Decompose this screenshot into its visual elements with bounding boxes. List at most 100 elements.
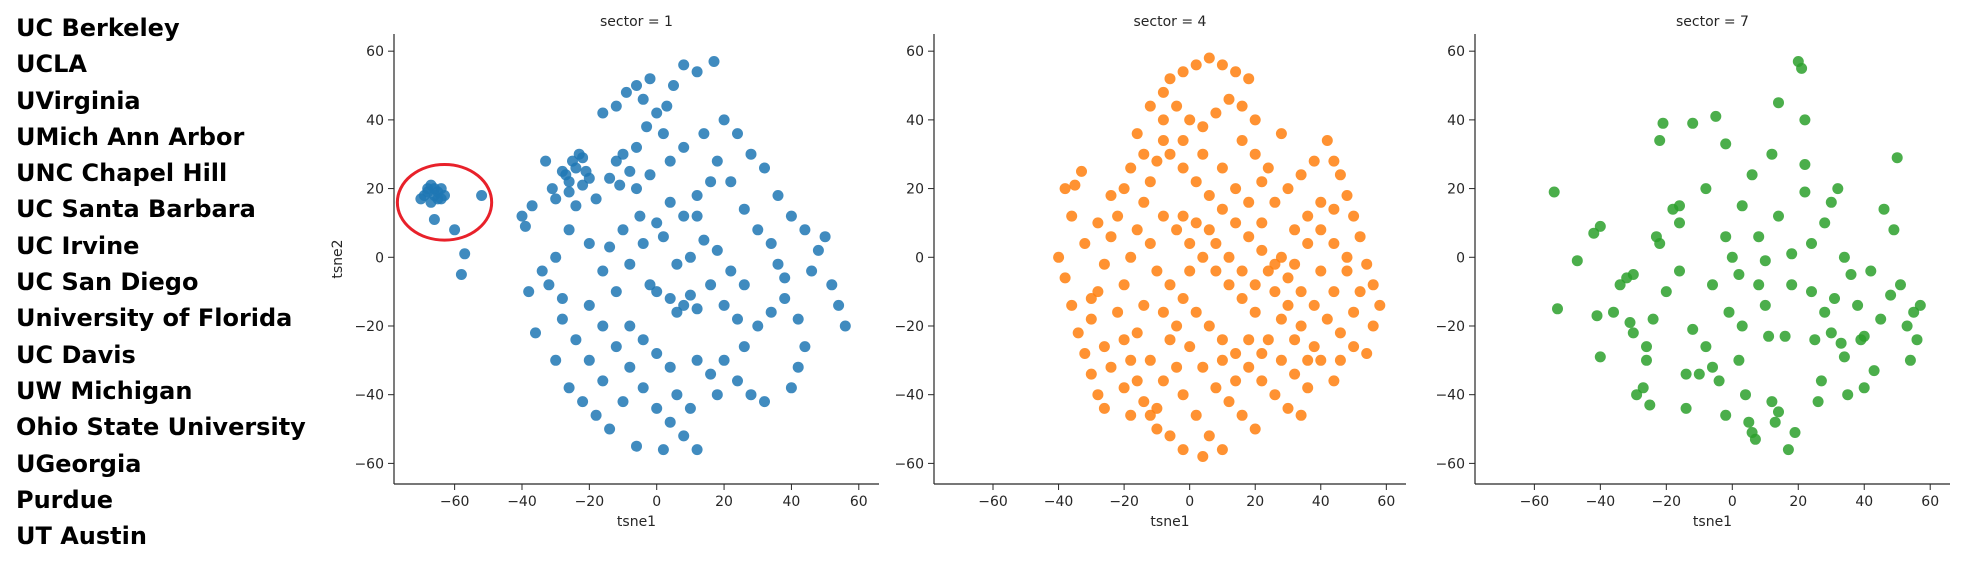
y-axis-label: tsne2 [330,239,346,278]
scatter-point [1059,272,1071,284]
scatter-point [1151,155,1163,167]
scatter-point [1223,279,1235,291]
scatter-point [1059,183,1071,195]
scatter-point [1249,306,1261,318]
scatter-point [1838,351,1850,363]
scatter-point [610,155,622,167]
scatter-point [1079,348,1091,359]
scatter-point [1230,348,1242,359]
scatter-point [570,334,582,346]
scatter-point [1295,169,1307,181]
scatter-point [1262,265,1274,277]
scatter-point [634,210,646,222]
scatter-point [1654,238,1666,249]
scatter-point [1733,269,1745,280]
scatter-point [1098,258,1110,270]
scatter-point [1236,100,1248,112]
scatter-point [732,313,743,325]
scatter-point [1131,128,1143,140]
scatter-point [1819,217,1831,229]
scatter-point [1608,306,1619,318]
scatter-point [637,334,649,346]
scatter-point [745,148,757,160]
y-tick-label: 20 [366,182,384,198]
scatter-point [738,279,750,291]
scatter-point [1901,320,1913,332]
scatter-point [1269,286,1281,298]
scatter-point [597,107,609,119]
scatter-point [610,286,622,298]
university-name: UW Michigan [16,376,193,405]
scatter-point [779,272,791,284]
x-tick-label: 40 [1312,494,1330,510]
scatter-point [550,354,562,366]
scatter-point [570,162,582,174]
panel-sector: sector = 1 −60 −40 −20 0 20 40 60 tsne1 −60 −40 −20… [330,14,879,530]
scatter-point [1687,323,1699,335]
scatter-point [792,313,804,325]
scatter-point [1743,416,1755,428]
scatter-point [765,238,777,249]
scatter-point [678,299,690,311]
scatter-point [1157,86,1169,98]
y-tick-label: 60 [1447,44,1465,60]
scatter-point [1374,299,1386,311]
panel-sector: sector = 4 −60 −40 −20 0 20 40 60 tsne1 −60 −40 −20… [894,14,1406,530]
scatter-point [1249,279,1261,291]
y-tick-label: −40 [354,388,384,404]
scatter-point [657,128,669,140]
scatter-point [1647,313,1659,325]
scatter-point [1644,399,1656,411]
scatter-point [1799,114,1811,126]
scatter-point [1806,238,1817,249]
scatter-point [1275,128,1287,140]
y-tick-label: −20 [894,319,924,335]
scatter-point [1177,135,1189,146]
scatter-point [1786,248,1798,260]
scatter-point [1177,389,1189,401]
scatter-point [1348,210,1360,222]
x-tick-label: −60 [440,494,470,510]
scatter-point [738,341,750,353]
university-name: UMich Ann Arbor [16,122,245,151]
scatter-point [792,361,804,373]
scatter-point [1289,334,1301,346]
scatter-point [1223,93,1235,105]
x-tick-label: 20 [715,494,733,510]
scatter-point [1210,107,1222,119]
scatter-point [1674,265,1685,277]
scatter-point [1361,348,1373,359]
scatter-point [1184,265,1196,277]
scatter-point [752,320,764,332]
scatter-point [1782,444,1794,456]
scatter-point [678,141,690,153]
scatter-point [1171,361,1183,373]
scatter-point [1216,59,1228,71]
y-tick-label: −60 [894,456,924,472]
scatter-point [1367,279,1379,291]
scatter-point [583,238,595,249]
scatter-point [1118,382,1130,394]
scatter-point [785,210,797,222]
scatter-point [1308,155,1320,167]
university-name: UC Davis [16,340,136,369]
y-tick-label: 0 [375,250,384,266]
scatter-point [1763,330,1775,342]
scatter-point [664,155,676,167]
scatter-point [1203,224,1215,236]
panel-title: sector = 4 [1134,14,1207,30]
scatter-point [1354,286,1366,298]
scatter-point [1868,365,1880,377]
y-tick-label: 0 [915,250,924,266]
scatter-point [1282,402,1294,414]
scatter-point [597,320,609,332]
y-tick-label: −20 [354,319,384,335]
scatter-point [779,293,791,304]
x-tick-label: −20 [1109,494,1139,510]
scatter-point [1321,135,1333,146]
scatter-point [732,375,743,387]
scatter-point [1053,251,1065,263]
scatter-point [1809,334,1821,346]
scatter-point [1308,341,1320,353]
